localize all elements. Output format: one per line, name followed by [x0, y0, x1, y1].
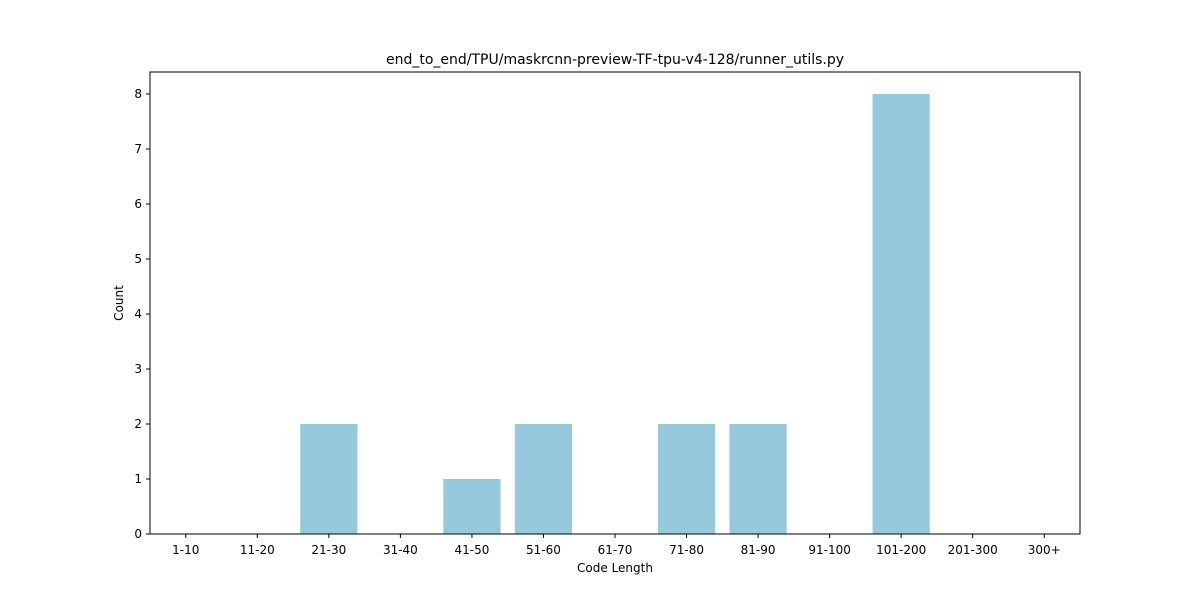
- x-tick-label: 101-200: [876, 543, 926, 557]
- x-tick-label: 1-10: [172, 543, 199, 557]
- x-tick-label: 11-20: [240, 543, 275, 557]
- y-axis-label: Count: [112, 285, 126, 321]
- plot-frame: [149, 71, 1081, 535]
- chart-title: end_to_end/TPU/maskrcnn-preview-TF-tpu-v…: [386, 52, 844, 68]
- x-tick-label: 201-300: [948, 543, 998, 557]
- bar-51-60: [514, 424, 573, 534]
- bar-71-80: [657, 424, 716, 534]
- x-axis-label: Code Length: [577, 561, 653, 575]
- y-tick-label: 2: [134, 417, 142, 431]
- x-tick-label: 21-30: [311, 543, 346, 557]
- y-tick-label: 8: [134, 87, 142, 101]
- y-axis-ticks: 0 1 2 3 4 5 6 7 8: [134, 87, 150, 541]
- bar-81-90: [729, 424, 787, 534]
- x-tick-label: 81-90: [741, 543, 776, 557]
- y-tick-label: 0: [134, 527, 142, 541]
- x-tick-label: 300+: [1028, 543, 1061, 557]
- bar-21-30: [300, 424, 358, 534]
- y-tick-label: 1: [134, 472, 142, 486]
- bars-group: [300, 94, 930, 534]
- bar-41-50: [443, 479, 501, 534]
- x-tick-label: 91-100: [808, 543, 851, 557]
- x-tick-label: 71-80: [669, 543, 704, 557]
- x-tick-label: 51-60: [526, 543, 561, 557]
- x-tick-label: 61-70: [598, 543, 633, 557]
- y-tick-label: 5: [134, 252, 142, 266]
- y-tick-label: 7: [134, 142, 142, 156]
- x-tick-label: 31-40: [383, 543, 418, 557]
- y-tick-label: 3: [134, 362, 142, 376]
- x-tick-label: 41-50: [454, 543, 489, 557]
- y-tick-label: 6: [134, 197, 142, 211]
- x-axis-ticks: 1-10 11-20 21-30 31-40 41-50 51-60 61-70 71-80 8…: [172, 534, 1061, 557]
- bar-101-200: [872, 94, 930, 534]
- y-tick-label: 4: [134, 307, 142, 321]
